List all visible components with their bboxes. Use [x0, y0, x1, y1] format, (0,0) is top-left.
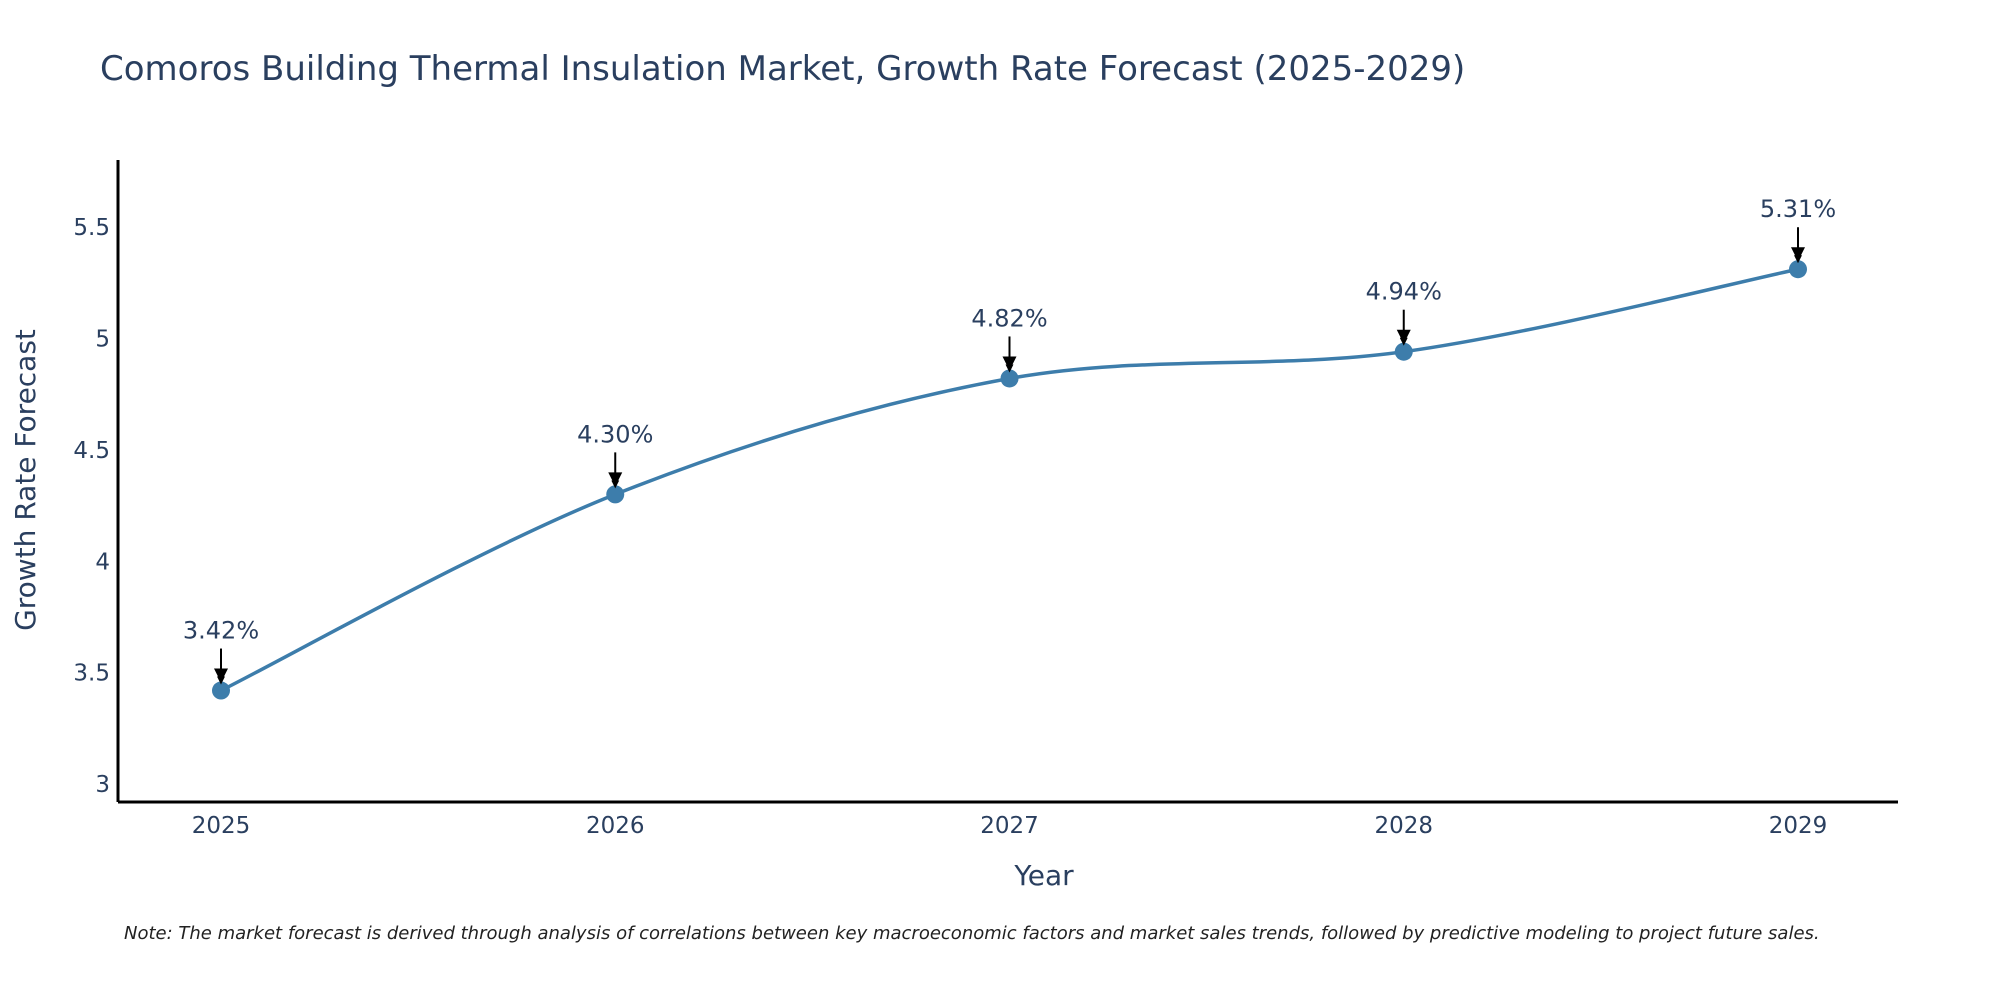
y-tick-label: 5.5	[73, 215, 110, 241]
data-point-2026[interactable]	[606, 485, 625, 504]
annotation-arrowhead	[1002, 356, 1017, 371]
x-axis-title: Year	[1013, 859, 1074, 892]
data-point-2029[interactable]	[1789, 260, 1807, 279]
data-label-2027: 4.82%	[971, 304, 1047, 332]
y-tick-label: 3.5	[73, 661, 110, 687]
x-tick-label: 2026	[586, 813, 645, 839]
y-axis-ticks: 3 3.5 4 4.5 5 5.5	[73, 215, 110, 798]
y-tick-label: 4.5	[73, 438, 110, 464]
y-tick-label: 3	[95, 772, 110, 798]
data-label-2028: 4.94%	[1366, 278, 1442, 306]
data-point-2025[interactable]	[212, 681, 230, 700]
annotation-arrowhead	[608, 472, 623, 487]
chart-title: Comoros Building Thermal Insulation Mark…	[100, 49, 1465, 89]
data-label-2029: 5.31%	[1760, 195, 1836, 223]
data-points	[212, 260, 1807, 700]
data-labels: 3.42% 4.30% 4.82% 4.94% 5.31%	[183, 195, 1836, 685]
x-tick-label: 2025	[192, 813, 251, 839]
x-tick-label: 2027	[980, 813, 1039, 839]
annotation-arrowhead	[1396, 329, 1411, 344]
annotation-arrowhead	[214, 668, 228, 683]
annotation-arrowhead	[1791, 247, 1805, 262]
y-axis-title: Growth Rate Forecast	[9, 329, 42, 631]
y-tick-label: 5	[95, 326, 110, 352]
x-tick-label: 2029	[1769, 813, 1828, 839]
x-tick-label: 2028	[1374, 813, 1433, 839]
x-axis-ticks: 2025 2026 2027 2028 2029	[192, 813, 1828, 839]
axes	[116, 160, 1898, 804]
y-tick-label: 4	[95, 549, 110, 575]
data-point-2027[interactable]	[1000, 369, 1019, 388]
data-point-2028[interactable]	[1394, 342, 1413, 361]
footnote: Note: The market forecast is derived thr…	[124, 923, 1820, 944]
data-label-2026: 4.30%	[577, 420, 653, 448]
data-label-2025: 3.42%	[183, 617, 259, 645]
